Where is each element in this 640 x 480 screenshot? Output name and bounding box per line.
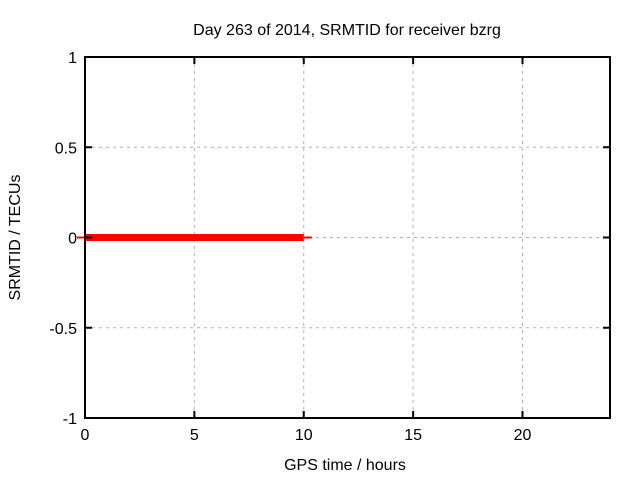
y-tick-label: -1	[63, 411, 77, 428]
y-tick-label: 0	[68, 231, 77, 248]
plot-border-and-ticks	[84, 56, 611, 419]
x-tick-label: 15	[404, 427, 422, 444]
x-axis-label: GPS time / hours	[284, 457, 406, 474]
x-tick-label: 10	[295, 427, 313, 444]
x-tick-label: 20	[514, 427, 532, 444]
x-tick-label: 5	[190, 427, 199, 444]
tick-labels: 0 5 10 15 20 -1 -0.5 0 0.5 1	[49, 50, 531, 444]
y-axis-label: SRMTID / TECUs	[7, 175, 24, 301]
y-tick-label: 0.5	[55, 140, 77, 157]
y-tick-label: 1	[68, 50, 77, 67]
y-tick-label: -0.5	[49, 321, 77, 338]
chart-title: Day 263 of 2014, SRMTID for receiver bzr…	[193, 22, 501, 39]
x-tick-label: 0	[81, 427, 90, 444]
